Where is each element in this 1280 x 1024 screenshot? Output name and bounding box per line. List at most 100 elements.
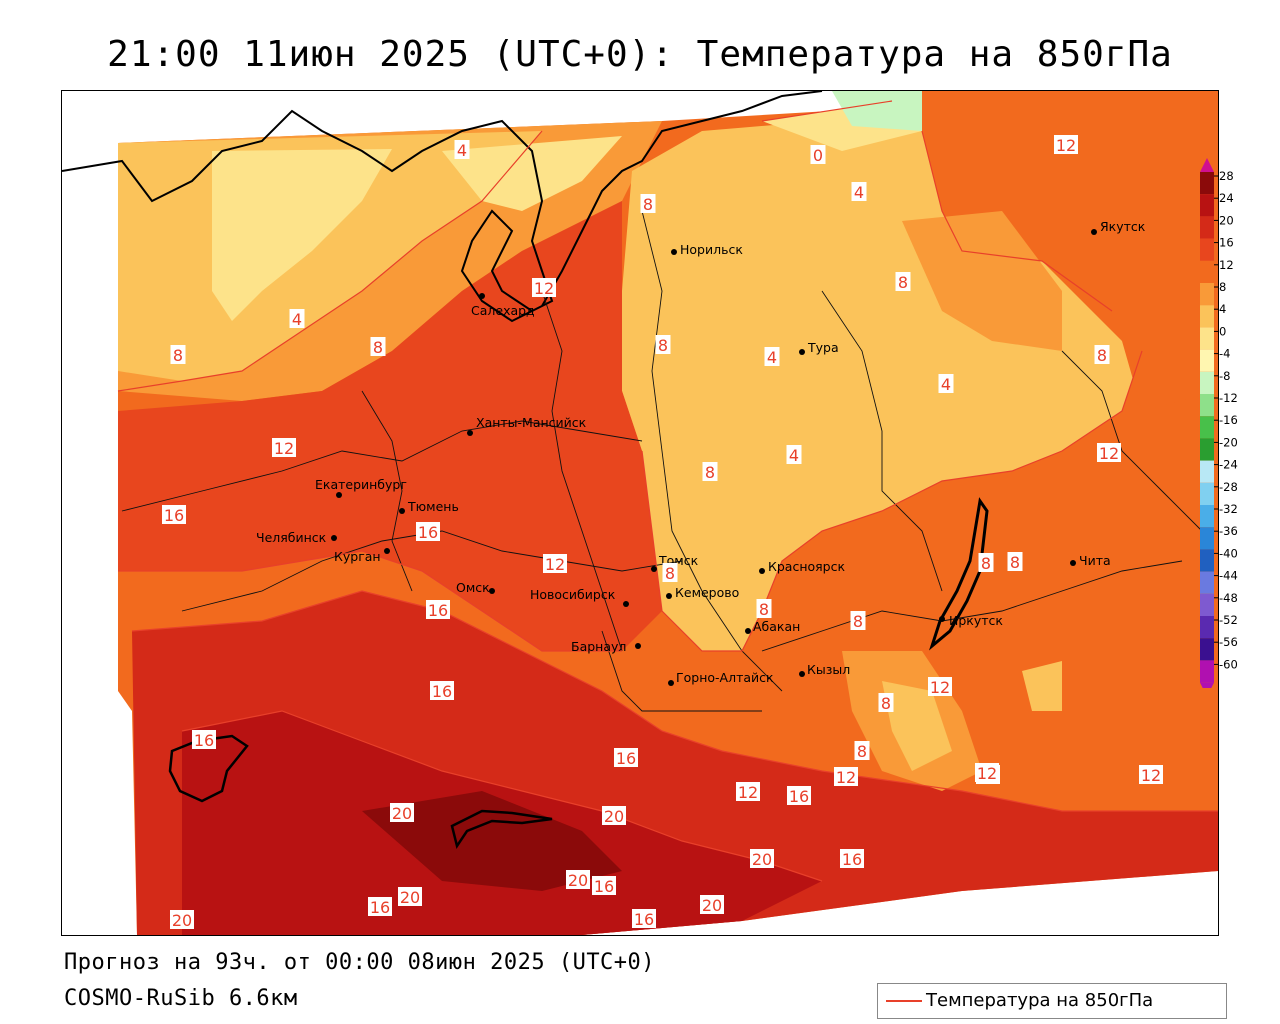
colorbar-swatch xyxy=(1200,505,1214,528)
city-label-gorno-altaysk: Горно-Алтайск xyxy=(676,670,774,685)
svg-text:4: 4 xyxy=(767,348,777,367)
colorbar-swatch xyxy=(1200,438,1214,461)
isotherm-label: 16 xyxy=(592,876,616,896)
colorbar-label: -44 xyxy=(1219,569,1238,583)
lake-baikal xyxy=(929,497,989,651)
temperature-map: Норильск Якутск Салехард Тура Ханты-Манс… xyxy=(62,91,1218,935)
isotherm-label: 12 xyxy=(1139,765,1163,785)
isotherm-label: 8 xyxy=(640,194,656,214)
city-tyumen: Тюмень xyxy=(399,499,459,514)
svg-text:8: 8 xyxy=(853,612,863,631)
svg-text:16: 16 xyxy=(164,506,184,525)
isotherm-label: 16 xyxy=(614,748,638,768)
balkhash-coast xyxy=(450,809,553,850)
city-label-yekaterinburg: Екатеринбург xyxy=(315,477,407,492)
isotherm-label: 20 xyxy=(170,910,194,930)
colorbar-label: -56 xyxy=(1219,635,1238,649)
colorbar-swatch xyxy=(1200,660,1214,683)
svg-text:0: 0 xyxy=(813,146,823,165)
isotherm-label: 8 xyxy=(978,553,994,573)
colorbar-label: -32 xyxy=(1219,502,1238,516)
isotherm-label: 20 xyxy=(700,895,724,915)
isotherm-label: 20 xyxy=(390,803,414,823)
isotherm-label: 12 xyxy=(1097,443,1121,463)
city-krasnoyarsk: Красноярск xyxy=(759,559,845,574)
svg-text:16: 16 xyxy=(370,898,390,917)
colorbar-top-arrow xyxy=(1200,158,1214,172)
city-label-omsk: Омск xyxy=(456,580,490,595)
city-kurgan: Курган xyxy=(334,548,390,564)
svg-text:8: 8 xyxy=(881,694,891,713)
colorbar-swatch xyxy=(1200,616,1214,639)
city-khanty-mansiysk: Ханты-Мансийск xyxy=(467,415,587,436)
legend-line-swatch xyxy=(886,1000,922,1002)
colorbar-swatch xyxy=(1200,593,1214,616)
colorbar-swatch xyxy=(1200,172,1214,195)
city-yekaterinburg: Екатеринбург xyxy=(315,477,407,498)
colorbar-label: 12 xyxy=(1219,258,1234,272)
isotherm-label: 12 xyxy=(1054,135,1078,155)
svg-text:16: 16 xyxy=(616,749,636,768)
arctic-coastline xyxy=(62,91,823,323)
svg-text:12: 12 xyxy=(930,678,950,697)
temperature-colorbar: 28 24 20 16 12 8 4 0 -4 -8 -12 -16 -20 -24 -28 -32 -36 -4… xyxy=(1200,158,1238,688)
colorbar-swatch xyxy=(1200,549,1214,572)
city-chita: Чита xyxy=(1070,553,1111,568)
svg-text:12: 12 xyxy=(274,439,294,458)
map-panel: Норильск Якутск Салехард Тура Ханты-Манс… xyxy=(61,90,1219,936)
svg-text:12: 12 xyxy=(1141,766,1161,785)
svg-text:16: 16 xyxy=(428,601,448,620)
svg-text:12: 12 xyxy=(738,783,758,802)
svg-text:8: 8 xyxy=(857,742,867,761)
isotherm-label: 8 xyxy=(1094,345,1110,365)
svg-text:16: 16 xyxy=(634,910,654,929)
svg-text:4: 4 xyxy=(292,310,302,329)
isotherm-label: 8 xyxy=(1007,552,1023,572)
city-novosibirsk: Новосибирск xyxy=(530,587,629,607)
isotherm-label: 16 xyxy=(368,897,392,917)
city-label-novosibirsk: Новосибирск xyxy=(530,587,616,602)
svg-text:12: 12 xyxy=(1099,444,1119,463)
city-label-khanty-mansiysk: Ханты-Мансийск xyxy=(476,415,587,430)
isotherm-label: 8 xyxy=(895,272,911,292)
city-label-kurgan: Курган xyxy=(334,549,381,564)
colorbar-swatch xyxy=(1200,283,1214,306)
isotherm-label: 8 xyxy=(850,611,866,631)
city-irkutsk: Иркутск xyxy=(939,613,1003,628)
svg-text:8: 8 xyxy=(981,554,991,573)
colorbar-swatch xyxy=(1200,527,1214,550)
colorbar-labels: 28 24 20 16 12 8 4 0 -4 -8 -12 -16 -20 -24 -28 -32 -36 -4… xyxy=(1219,169,1238,671)
colorbar-swatch xyxy=(1200,194,1214,217)
colorbar-label: -4 xyxy=(1219,347,1230,361)
isotherm-label: 12 xyxy=(272,438,296,458)
colorbar-label: -12 xyxy=(1219,391,1238,405)
svg-text:20: 20 xyxy=(172,911,192,930)
city-label-chelyabinsk: Челябинск xyxy=(256,530,327,545)
svg-text:16: 16 xyxy=(789,787,809,806)
colorbar-label: 4 xyxy=(1219,302,1226,316)
isotherm-label: 20 xyxy=(566,870,590,890)
colorbar-swatch xyxy=(1200,260,1214,283)
isotherm-label: 16 xyxy=(192,730,216,750)
svg-text:16: 16 xyxy=(418,523,438,542)
colorbar-label: 20 xyxy=(1219,213,1234,227)
isotherm-label: 8 xyxy=(756,599,772,619)
isotherm-label: 12 xyxy=(834,767,858,787)
isotherm-label: 4 xyxy=(786,445,802,465)
city-label-salekhard: Салехард xyxy=(471,303,535,318)
svg-text:16: 16 xyxy=(194,731,214,750)
colorbar-swatch xyxy=(1200,482,1214,505)
svg-text:8: 8 xyxy=(658,336,668,355)
city-label-yakutsk: Якутск xyxy=(1100,219,1146,234)
svg-text:4: 4 xyxy=(854,183,864,202)
isotherm-label: 12 xyxy=(928,677,952,697)
city-abakan: Абакан xyxy=(745,619,800,634)
city-norilsk: Норильск xyxy=(671,242,743,257)
city-label-irkutsk: Иркутск xyxy=(949,613,1003,628)
city-omsk: Омск xyxy=(456,580,495,595)
colorbar-swatch xyxy=(1200,305,1214,328)
svg-text:20: 20 xyxy=(752,850,772,869)
isotherm-label: 12 xyxy=(975,763,999,783)
region-boundaries xyxy=(121,210,1203,712)
